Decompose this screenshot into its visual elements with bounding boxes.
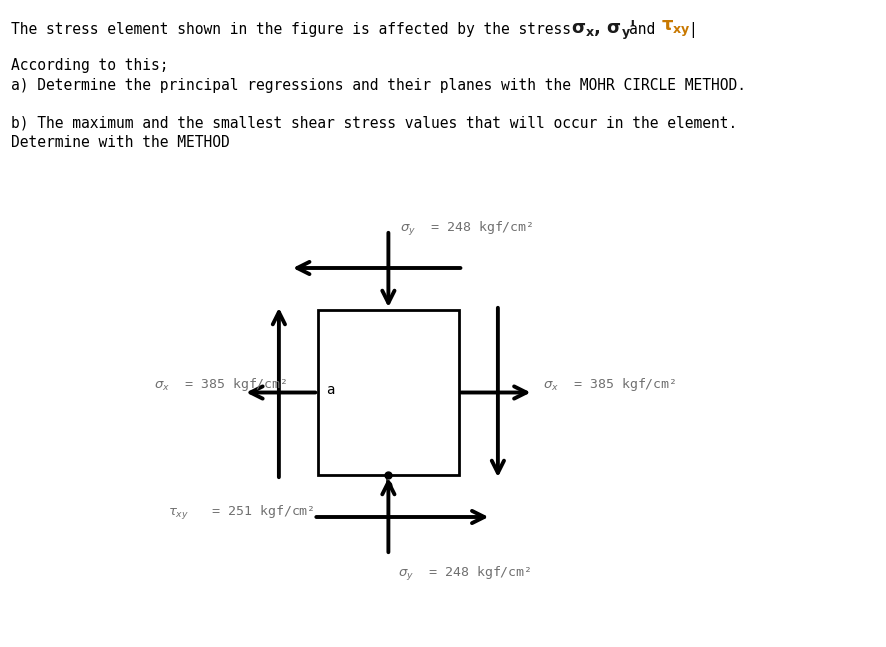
Text: The stress element shown in the figure is affected by the stress: The stress element shown in the figure i…	[12, 22, 571, 37]
Text: $\sigma_x$  = 385 kgf/cm²: $\sigma_x$ = 385 kgf/cm²	[154, 376, 288, 393]
Text: a: a	[325, 384, 334, 397]
Text: $\sigma_x$  = 385 kgf/cm²: $\sigma_x$ = 385 kgf/cm²	[542, 376, 676, 393]
Bar	[318, 310, 458, 475]
Text: According to this;: According to this;	[12, 58, 168, 73]
Text: $\bf{\sigma_x}$, $\bf{\sigma_y}$': $\bf{\sigma_x}$, $\bf{\sigma_y}$'	[571, 19, 635, 42]
Text: b) The maximum and the smallest shear stress values that will occur in the eleme: b) The maximum and the smallest shear st…	[12, 115, 736, 130]
Text: $\tau_{xy}$   = 251 kgf/cm²: $\tau_{xy}$ = 251 kgf/cm²	[168, 504, 315, 522]
Text: b: b	[385, 479, 392, 493]
Text: Determine with the METHOD: Determine with the METHOD	[12, 135, 229, 150]
Text: |: |	[688, 22, 696, 38]
Text: $\bf{\tau_{xy}}$: $\bf{\tau_{xy}}$	[660, 19, 689, 39]
Text: $\sigma_y$  = 248 kgf/cm²: $\sigma_y$ = 248 kgf/cm²	[400, 220, 532, 238]
Text: a) Determine the principal regressions and their planes with the MOHR CIRCLE MET: a) Determine the principal regressions a…	[12, 78, 745, 93]
Text: and: and	[628, 22, 655, 37]
Text: $\sigma_y$  = 248 kgf/cm²: $\sigma_y$ = 248 kgf/cm²	[397, 565, 531, 583]
